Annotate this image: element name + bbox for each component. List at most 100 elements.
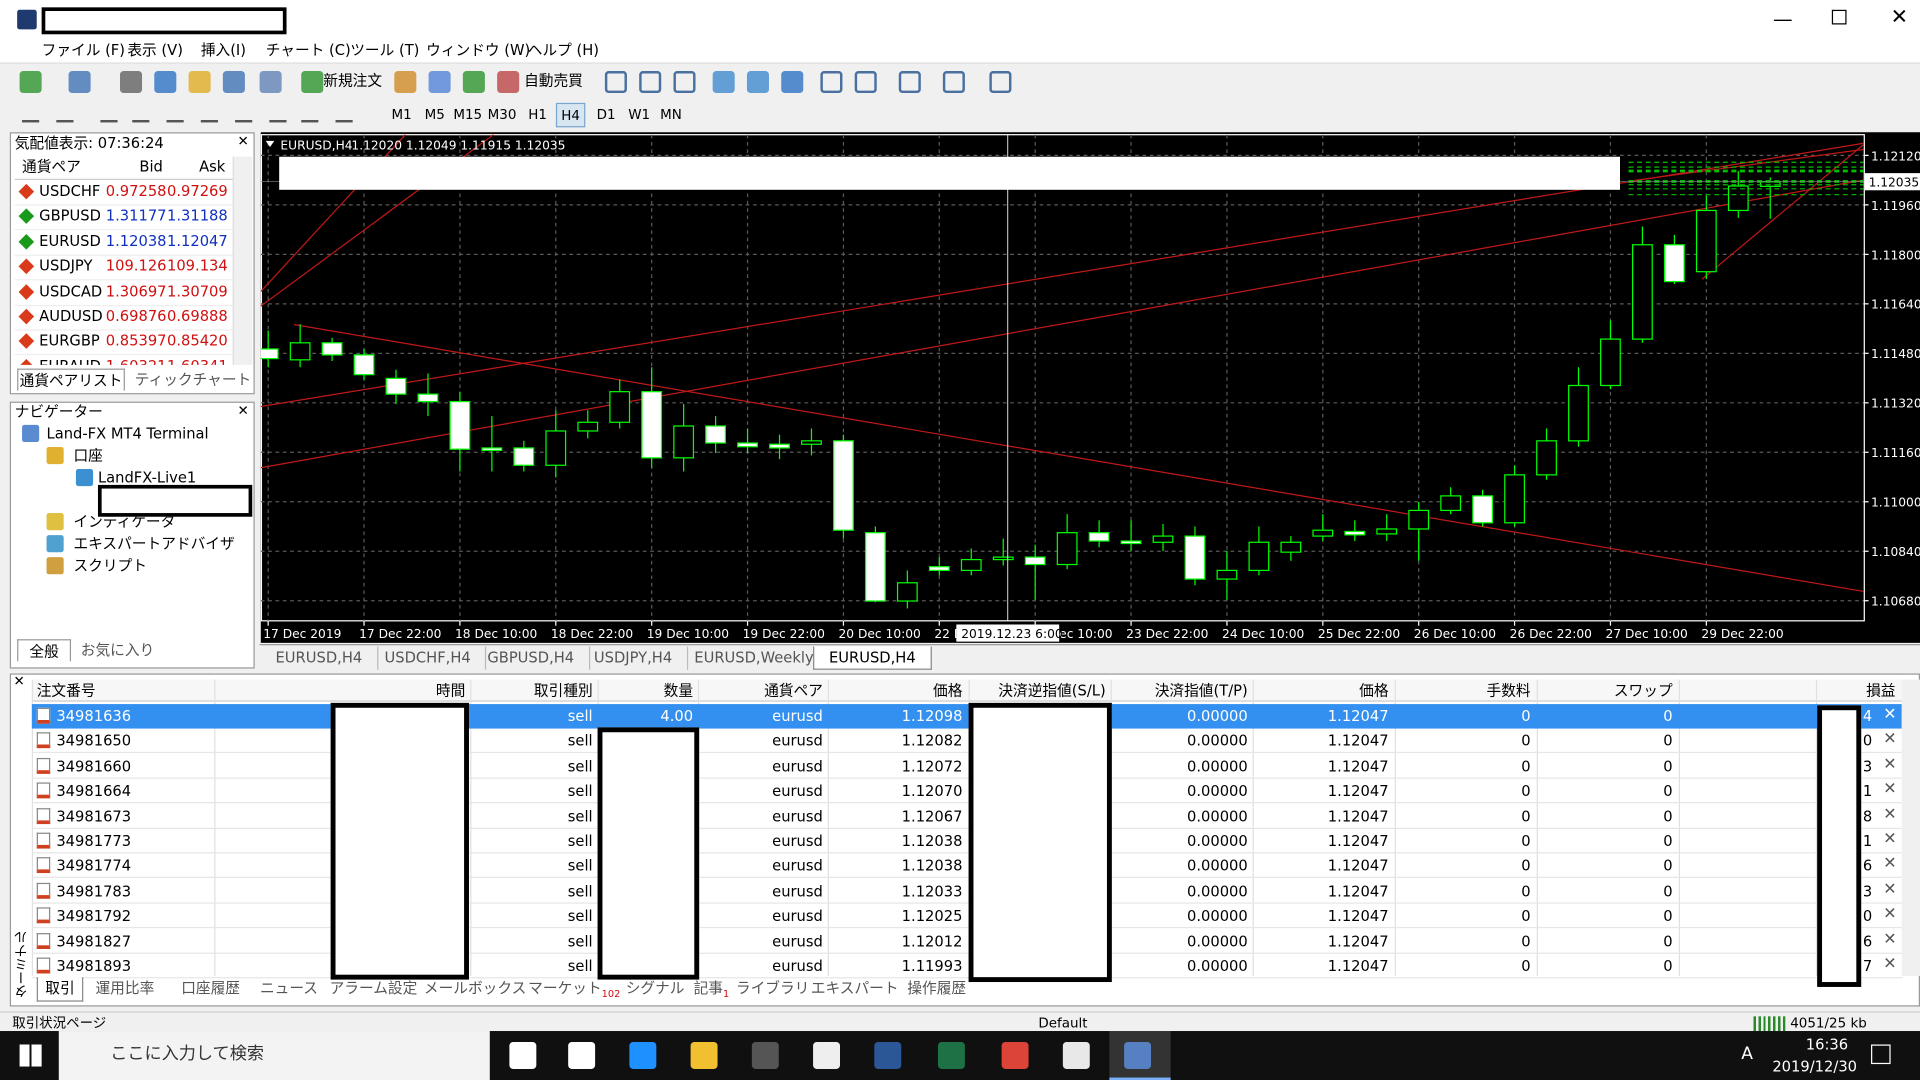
terminal-tab[interactable]: メールボックス — [424, 977, 527, 1001]
toolbar-auto-trading[interactable]: 自動売買 — [524, 72, 583, 90]
drawing-tool[interactable] — [22, 105, 40, 123]
toolbar-button[interactable] — [259, 71, 282, 94]
timeframe-button[interactable]: M15 — [453, 106, 483, 123]
order-row[interactable] — [31, 779, 1903, 804]
timeframe-button[interactable]: M30 — [487, 106, 517, 123]
toolbar-button[interactable] — [989, 71, 1012, 94]
close-order[interactable]: ✕ — [1883, 705, 1897, 724]
timeframe-button[interactable]: H4 — [555, 102, 586, 128]
timeframe-button[interactable]: W1 — [628, 106, 651, 123]
timeframe-button[interactable]: M5 — [424, 106, 445, 123]
column-header[interactable]: 手数料 — [1486, 682, 1531, 700]
taskbar-app[interactable] — [1001, 1042, 1029, 1069]
maximize-button[interactable] — [1831, 9, 1847, 25]
symbol[interactable]: AUDUSD — [39, 307, 103, 325]
terminal-tab[interactable]: シグナル — [622, 977, 688, 1001]
panel-close[interactable]: ✕ — [13, 673, 25, 690]
column-header[interactable]: 取引種別 — [533, 682, 593, 700]
column-header[interactable]: 時間 — [435, 682, 466, 700]
toolbar-button[interactable] — [639, 71, 662, 94]
timeframe-button[interactable]: M1 — [391, 106, 412, 123]
taskbar-app[interactable] — [937, 1042, 965, 1069]
drawing-tool[interactable] — [335, 105, 353, 123]
menu-item[interactable]: ファイル (F) — [41, 41, 126, 59]
terminal-tab[interactable]: 操作履歴 — [899, 977, 975, 1001]
symbol[interactable]: USDCAD — [39, 282, 103, 300]
terminal-tab[interactable]: アラーム設定 — [323, 977, 423, 1001]
taskbar-app[interactable] — [568, 1042, 596, 1069]
toolbar-button[interactable] — [462, 71, 485, 94]
menu-item[interactable]: チャート (C) — [265, 41, 351, 59]
drawing-tool[interactable] — [235, 105, 253, 123]
panel-tab[interactable]: お気に入り — [80, 641, 155, 659]
toolbar-button[interactable] — [394, 71, 417, 94]
menu-item[interactable]: 挿入(I) — [200, 41, 247, 59]
column-header[interactable]: スワップ — [1613, 682, 1673, 700]
timeframe-button[interactable]: D1 — [596, 106, 616, 123]
terminal-tab[interactable]: ライブラリ — [735, 977, 811, 1001]
toolbar-button[interactable] — [68, 71, 91, 94]
taskbar-app[interactable] — [874, 1042, 902, 1069]
terminal-tab[interactable]: ニュース — [255, 977, 324, 1001]
column-header[interactable]: 注文番号 — [36, 682, 96, 700]
symbol[interactable]: EURUSD — [39, 232, 101, 250]
minimize-button[interactable]: — — [1773, 7, 1793, 31]
timeframe-button[interactable]: H1 — [528, 106, 547, 123]
taskbar-app[interactable] — [1124, 1042, 1152, 1069]
close-order[interactable]: ✕ — [1883, 755, 1897, 774]
chart-tab[interactable]: USDJPY,H4 — [579, 646, 689, 670]
order-row[interactable] — [31, 829, 1903, 854]
terminal-tab[interactable]: エキスパート — [811, 977, 899, 1001]
close-order[interactable]: ✕ — [1883, 880, 1897, 899]
drawing-tool[interactable] — [269, 105, 287, 123]
symbol[interactable]: EURGBP — [39, 332, 100, 350]
close-order[interactable]: ✕ — [1883, 830, 1897, 849]
toolbar-button[interactable] — [746, 71, 769, 94]
toolbar-button[interactable] — [428, 71, 451, 94]
panel-close[interactable]: ✕ — [237, 133, 249, 150]
toolbar-button[interactable] — [120, 71, 143, 94]
tree-item[interactable]: LandFX-Live1 — [97, 468, 197, 487]
close-order[interactable]: ✕ — [1883, 730, 1897, 749]
toolbar-button[interactable] — [19, 71, 42, 94]
column-header[interactable]: 損益 — [1866, 682, 1896, 700]
tree-item[interactable]: エキスパートアドバイザ — [73, 535, 235, 553]
panel-tab[interactable]: 全般 — [17, 639, 72, 662]
order-row[interactable] — [31, 854, 1903, 879]
toolbar-button[interactable] — [820, 71, 843, 94]
notification-button[interactable] — [1871, 1044, 1891, 1065]
chart-tab[interactable]: EURUSD,H4 — [813, 646, 932, 670]
panel-tab[interactable]: ティックチャート — [134, 371, 252, 389]
tree-item[interactable]: インディケータ — [73, 513, 176, 531]
taskbar-app[interactable] — [690, 1042, 718, 1069]
column-header[interactable]: 決済指値(T/P) — [1154, 682, 1248, 700]
chart-tab[interactable]: EURUSD,H4 — [261, 646, 379, 670]
toolbar-button[interactable] — [781, 71, 804, 94]
menu-item[interactable]: ヘルプ (H) — [527, 41, 600, 59]
terminal-tab[interactable]: 運用比率 — [83, 977, 166, 1001]
column-header[interactable]: 決済逆指値(S/L) — [998, 682, 1106, 700]
toolbar-button[interactable] — [154, 71, 177, 94]
close-order[interactable]: ✕ — [1883, 855, 1897, 874]
tree-item[interactable]: スクリプト — [73, 557, 147, 575]
taskbar-app[interactable] — [1062, 1042, 1090, 1069]
panel-close[interactable]: ✕ — [237, 402, 249, 419]
order-row[interactable] — [31, 879, 1903, 904]
column-header[interactable]: 価格 — [933, 682, 963, 700]
toolbar-button[interactable] — [942, 71, 965, 94]
symbol[interactable]: GBPUSD — [39, 207, 101, 225]
taskbar-app[interactable] — [813, 1042, 840, 1069]
drawing-tool[interactable] — [100, 105, 118, 123]
taskbar-app[interactable] — [751, 1042, 779, 1069]
toolbar-button[interactable] — [898, 71, 921, 94]
toolbar-button[interactable] — [604, 71, 627, 94]
search-box[interactable] — [58, 1031, 490, 1080]
order-row[interactable] — [31, 804, 1903, 829]
drawing-tool[interactable] — [132, 105, 150, 123]
drawing-tool[interactable] — [56, 105, 74, 123]
toolbar-button[interactable] — [301, 71, 324, 94]
toolbar-button[interactable] — [673, 71, 696, 94]
drawing-tool[interactable] — [166, 105, 184, 123]
order-row[interactable] — [31, 929, 1903, 954]
close-order[interactable]: ✕ — [1883, 930, 1897, 949]
